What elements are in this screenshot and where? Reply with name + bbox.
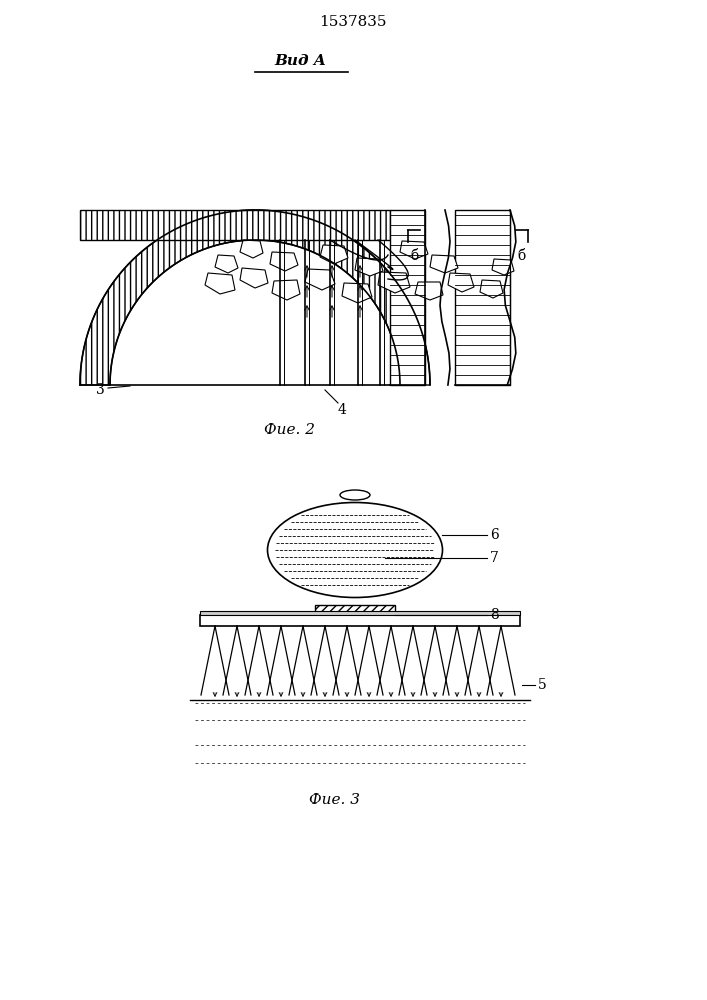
- Polygon shape: [342, 283, 372, 303]
- Polygon shape: [355, 258, 383, 276]
- Polygon shape: [480, 280, 503, 298]
- Text: 3: 3: [95, 383, 105, 397]
- Polygon shape: [205, 273, 235, 294]
- Text: Фие. 2: Фие. 2: [264, 423, 315, 437]
- Polygon shape: [80, 210, 430, 385]
- Text: 8: 8: [490, 608, 498, 622]
- Bar: [200, 611, 520, 615]
- Polygon shape: [305, 269, 335, 290]
- Text: б: б: [410, 249, 419, 263]
- Polygon shape: [415, 282, 443, 300]
- Text: Фие. 3: Фие. 3: [310, 793, 361, 807]
- Polygon shape: [215, 255, 238, 273]
- Bar: [200, 615, 520, 626]
- Text: 5: 5: [538, 678, 547, 692]
- Bar: [390, 210, 425, 385]
- Text: 6: 6: [490, 528, 498, 542]
- Ellipse shape: [267, 502, 443, 597]
- Bar: [80, 210, 390, 240]
- Polygon shape: [430, 255, 458, 273]
- Polygon shape: [492, 259, 514, 275]
- Ellipse shape: [340, 490, 370, 500]
- Polygon shape: [240, 268, 268, 288]
- Bar: [455, 210, 510, 385]
- Text: Вид A: Вид A: [274, 54, 326, 68]
- Text: 4: 4: [337, 403, 346, 417]
- Polygon shape: [448, 273, 474, 292]
- Polygon shape: [315, 605, 395, 620]
- Text: 7: 7: [490, 551, 499, 565]
- Polygon shape: [378, 272, 410, 293]
- Polygon shape: [320, 245, 348, 264]
- Polygon shape: [400, 241, 428, 259]
- Text: 1537835: 1537835: [320, 15, 387, 29]
- Polygon shape: [270, 252, 298, 271]
- Polygon shape: [272, 280, 300, 300]
- Polygon shape: [240, 240, 263, 258]
- Text: б: б: [518, 249, 526, 263]
